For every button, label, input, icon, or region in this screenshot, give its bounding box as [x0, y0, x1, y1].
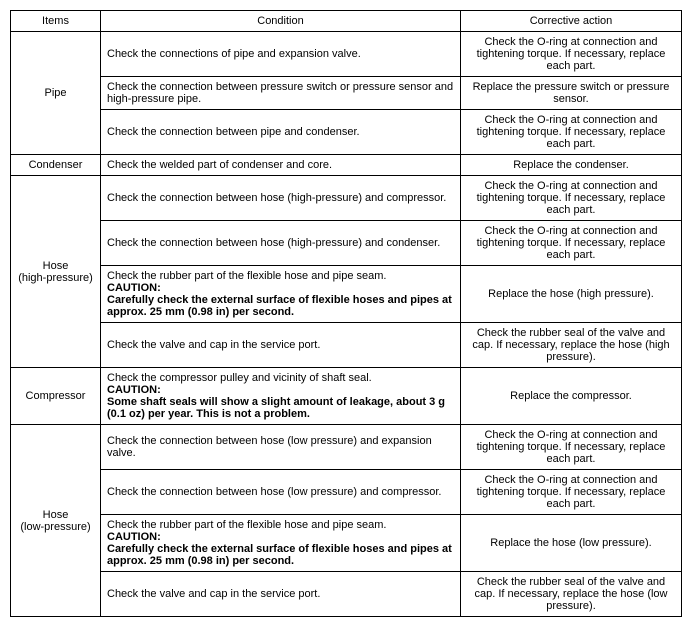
header-corrective: Corrective action: [461, 11, 682, 32]
cond-cell: Check the valve and cap in the service p…: [101, 323, 461, 368]
cond-cell: Check the connections of pipe and expans…: [101, 32, 461, 77]
cond-cell: Check the welded part of condenser and c…: [101, 155, 461, 176]
table-row: Pipe Check the connections of pipe and e…: [11, 32, 682, 77]
table-row: Check the connection between pipe and co…: [11, 110, 682, 155]
corr-cell: Replace the hose (low pressure).: [461, 515, 682, 572]
cond-pre: Check the rubber part of the flexible ho…: [107, 270, 386, 282]
table-row: Check the connection between hose (low p…: [11, 470, 682, 515]
table-row: Check the valve and cap in the service p…: [11, 572, 682, 617]
corr-cell: Replace the hose (high pressure).: [461, 266, 682, 323]
cond-pre: Check the compressor pulley and vicinity…: [107, 372, 372, 384]
item-hose-lp: Hose(low-pressure): [11, 425, 101, 617]
caution-label: CAUTION:: [107, 531, 161, 543]
caution-text: Carefully check the external surface of …: [107, 294, 452, 318]
table-row: Condenser Check the welded part of conde…: [11, 155, 682, 176]
corr-cell: Replace the condenser.: [461, 155, 682, 176]
header-items: Items: [11, 11, 101, 32]
table-row: Hose(high-pressure) Check the connection…: [11, 176, 682, 221]
table-row: Check the rubber part of the flexible ho…: [11, 515, 682, 572]
item-hose-hp: Hose(high-pressure): [11, 176, 101, 368]
table-row: Compressor Check the compressor pulley a…: [11, 368, 682, 425]
cond-pre: Check the rubber part of the flexible ho…: [107, 519, 386, 531]
cond-cell-caution: Check the rubber part of the flexible ho…: [101, 266, 461, 323]
header-row: Items Condition Corrective action: [11, 11, 682, 32]
header-condition: Condition: [101, 11, 461, 32]
corr-cell: Check the O-ring at connection and tight…: [461, 470, 682, 515]
cond-cell: Check the connection between pressure sw…: [101, 77, 461, 110]
cond-cell-caution: Check the compressor pulley and vicinity…: [101, 368, 461, 425]
item-compressor: Compressor: [11, 368, 101, 425]
corr-cell: Check the O-ring at connection and tight…: [461, 221, 682, 266]
table-row: Check the connection between hose (high-…: [11, 221, 682, 266]
cond-cell: Check the connection between hose (low p…: [101, 425, 461, 470]
cond-cell: Check the connection between hose (low p…: [101, 470, 461, 515]
caution-text: Some shaft seals will show a slight amou…: [107, 396, 445, 420]
cond-cell-caution: Check the rubber part of the flexible ho…: [101, 515, 461, 572]
corr-cell: Check the rubber seal of the valve and c…: [461, 572, 682, 617]
cond-cell: Check the connection between hose (high-…: [101, 221, 461, 266]
caution-text: Carefully check the external surface of …: [107, 543, 452, 567]
cond-cell: Check the connection between hose (high-…: [101, 176, 461, 221]
cond-cell: Check the connection between pipe and co…: [101, 110, 461, 155]
item-condenser: Condenser: [11, 155, 101, 176]
corr-cell: Check the O-ring at connection and tight…: [461, 32, 682, 77]
corr-cell: Check the O-ring at connection and tight…: [461, 425, 682, 470]
corr-cell: Replace the pressure switch or pressure …: [461, 77, 682, 110]
corr-cell: Check the rubber seal of the valve and c…: [461, 323, 682, 368]
corr-cell: Replace the compressor.: [461, 368, 682, 425]
troubleshoot-table: Items Condition Corrective action Pipe C…: [10, 10, 682, 617]
corr-cell: Check the O-ring at connection and tight…: [461, 110, 682, 155]
caution-label: CAUTION:: [107, 384, 161, 396]
corr-cell: Check the O-ring at connection and tight…: [461, 176, 682, 221]
cond-cell: Check the valve and cap in the service p…: [101, 572, 461, 617]
table-row: Check the connection between pressure sw…: [11, 77, 682, 110]
item-pipe: Pipe: [11, 32, 101, 155]
table-row: Check the rubber part of the flexible ho…: [11, 266, 682, 323]
caution-label: CAUTION:: [107, 282, 161, 294]
table-row: Check the valve and cap in the service p…: [11, 323, 682, 368]
table-row: Hose(low-pressure) Check the connection …: [11, 425, 682, 470]
